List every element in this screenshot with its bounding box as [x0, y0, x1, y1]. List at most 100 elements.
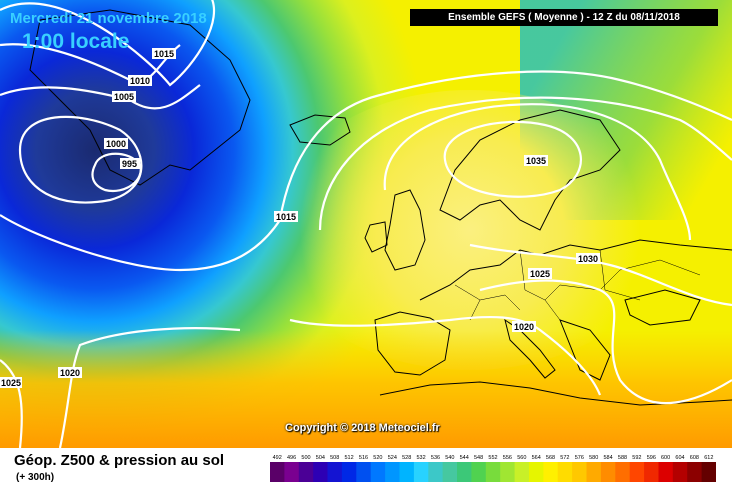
isobar-1030-east: [469, 243, 732, 307]
isobar-1025: [318, 96, 732, 231]
isobar-1010: [0, 43, 181, 84]
scale-tick-label: 596: [647, 455, 656, 461]
scale-swatch: [629, 462, 645, 482]
iceland-coast: [289, 114, 351, 146]
isobar-1035: [443, 120, 582, 198]
isobar-1015-north: [0, 0, 216, 87]
isobar-1020: [289, 315, 602, 396]
scale-swatch: [600, 462, 616, 482]
balkans-coast: [559, 319, 611, 381]
isobar-label: 1000: [106, 139, 126, 149]
scale-tick-label: 552: [488, 455, 497, 461]
scale-swatch: [514, 462, 530, 482]
scale-tick-label: 528: [402, 455, 411, 461]
isobars: [0, 0, 732, 448]
scale-tick-label: 580: [589, 455, 598, 461]
scale-swatch: [672, 462, 688, 482]
scale-swatch: [341, 462, 357, 482]
isobar-label: 995: [122, 159, 137, 169]
scale-tick-label: 544: [460, 455, 469, 461]
isobar-1020-west: [58, 327, 241, 449]
scale-swatch: [370, 462, 386, 482]
isobar-label: 1010: [130, 76, 150, 86]
scale-tick-label: 532: [417, 455, 426, 461]
scale-tick-label: 512: [345, 455, 354, 461]
scale-swatch: [385, 462, 400, 482]
isobar-1030: [383, 103, 692, 241]
scale-tick-label: 608: [690, 455, 699, 461]
scale-tick-label: 568: [546, 455, 555, 461]
scale-tick-label: 600: [661, 455, 670, 461]
high-pressure-field: [270, 90, 670, 370]
forecast-time: 1:00 locale: [22, 30, 130, 53]
copyright: Copyright © 2018 Meteociel.fr: [285, 422, 440, 434]
scale-swatch: [313, 462, 329, 482]
scale-tick-label: 588: [618, 455, 627, 461]
scale-tick-label: 524: [388, 455, 397, 461]
coastlines: [29, 9, 732, 406]
isobar-label: 1025: [1, 378, 21, 388]
scale-tick-label: 508: [330, 455, 339, 461]
model-run-label: Ensemble GEFS ( Moyenne ) - 12 Z du 08/1…: [410, 9, 718, 26]
scale-swatch: [399, 462, 415, 482]
map-title: Géop. Z500 & pression au sol: [14, 452, 225, 469]
north-africa-coast: [379, 381, 732, 406]
scale-swatch: [327, 462, 343, 482]
scale-swatch: [615, 462, 631, 482]
italy-coast: [504, 318, 556, 379]
greenland-coast: [29, 9, 251, 186]
iberia-coast: [374, 311, 451, 376]
scale-tick-label: 500: [301, 455, 310, 461]
scale-tick-label: 540: [445, 455, 454, 461]
weather-map: 1015 1010 1005 1000 995 1015 1035 1030 1…: [0, 0, 732, 449]
scale-swatch: [644, 462, 659, 482]
scale-swatch: [658, 462, 674, 482]
scale-swatch: [457, 462, 472, 482]
scale-tick-label: 592: [632, 455, 641, 461]
scale-tick-label: 516: [359, 455, 368, 461]
isobar-995: [91, 152, 142, 193]
isobar-label: 1020: [60, 368, 80, 378]
isobar-1000: [18, 115, 143, 204]
footer: Géop. Z500 & pression au sol (+ 300h) 49…: [0, 448, 732, 488]
scale-tick-label: 536: [431, 455, 440, 461]
scale-tick-label: 556: [503, 455, 512, 461]
isobar-label: 1005: [114, 92, 134, 102]
scale-tick-label: 520: [373, 455, 382, 461]
scale-swatch: [442, 462, 458, 482]
scale-tick-label: 560: [517, 455, 526, 461]
scale-swatch: [298, 462, 314, 482]
scale-tick-label: 612: [704, 455, 713, 461]
isobar-label: 1015: [154, 49, 174, 59]
scale-tick-label: 496: [287, 455, 296, 461]
isobar-1015-west: [0, 70, 732, 272]
scale-swatch: [572, 462, 587, 482]
forecast-lead-time: (+ 300h): [16, 472, 55, 483]
britain-coast: [384, 189, 426, 271]
scale-tick-label: 504: [316, 455, 325, 461]
scale-swatch: [428, 462, 444, 482]
scale-tick-label: 548: [474, 455, 483, 461]
ireland-coast: [364, 221, 388, 253]
forecast-date: Mercredi 21 novembre 2018: [10, 10, 207, 27]
isobar-labels: 1015 1010 1005 1000 995 1015 1035 1030 1…: [0, 48, 600, 388]
scale-swatch: [586, 462, 602, 482]
scale-tick-label: 564: [532, 455, 541, 461]
isobar-label: 1025: [530, 269, 550, 279]
isobar-label: 1020: [514, 322, 534, 332]
scale-swatch: [356, 462, 372, 482]
scale-tick-label: 572: [560, 455, 569, 461]
color-scale: 492 496 500 504 508 512 516 520 524 528 532 536 540 5…: [270, 455, 716, 482]
scale-swatch: [471, 462, 487, 482]
isobar-1025-east: [479, 279, 732, 405]
scale-swatch: [687, 462, 703, 482]
scale-tick-label: 492: [273, 455, 282, 461]
scale-tick-label: 584: [604, 455, 613, 461]
scale-tick-label: 576: [575, 455, 584, 461]
isobar-label: 1030: [578, 254, 598, 264]
scale-swatch: [485, 462, 501, 482]
scale-swatch: [284, 462, 300, 482]
isobar-1025-west: [0, 359, 23, 449]
scale-swatch: [557, 462, 573, 482]
southern-orange-field: [0, 330, 732, 448]
